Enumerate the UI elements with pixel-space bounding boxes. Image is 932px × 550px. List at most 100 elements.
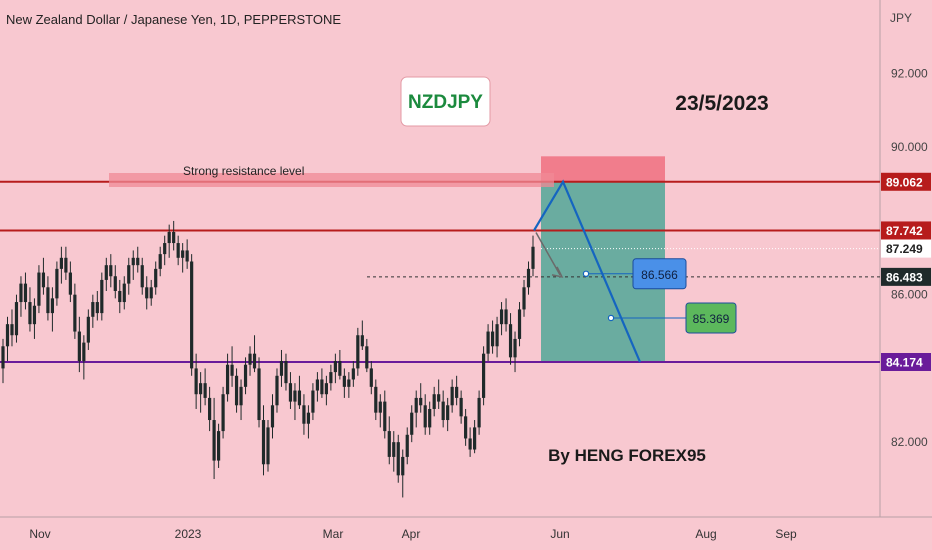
candle (19, 276, 23, 317)
candle-body (212, 420, 216, 461)
target-2-anchor[interactable] (607, 314, 615, 322)
candle-body (432, 394, 436, 409)
candle (221, 386, 225, 439)
candle (513, 331, 517, 373)
candle-body (455, 386, 459, 398)
candle-body (230, 364, 234, 376)
candle-body (167, 231, 171, 244)
candle (243, 357, 248, 395)
candle-body (374, 386, 378, 413)
candle (441, 390, 445, 428)
candle (374, 379, 378, 421)
candle-body (91, 302, 95, 317)
candle-body (131, 257, 135, 266)
candle (37, 265, 41, 314)
y-tick-label: 92.000 (891, 66, 928, 80)
candle-body (401, 456, 405, 476)
candle-body (86, 316, 90, 343)
candle-body (145, 287, 149, 299)
candle-body (338, 361, 342, 376)
candle-body (257, 368, 261, 421)
candle (473, 420, 477, 454)
candle (216, 423, 221, 468)
target-1-anchor[interactable] (582, 270, 590, 278)
candle (32, 298, 37, 339)
candle (329, 364, 333, 391)
candle-body (176, 243, 180, 258)
candle (306, 405, 311, 439)
time-axis[interactable]: Nov 2023 Mar Apr Jun Aug Sep (29, 527, 797, 541)
candle (199, 372, 203, 413)
candle (347, 372, 351, 398)
price-axis[interactable]: 82.000 86.000 90.000 92.000 (891, 66, 928, 449)
current-price-tag-label: 86.483 (886, 270, 923, 284)
candle (369, 361, 373, 395)
candle-body (279, 361, 284, 376)
candle-body (59, 257, 63, 269)
candle (64, 246, 68, 280)
candle (46, 276, 50, 321)
candle (252, 335, 257, 373)
target-2-box[interactable] (685, 302, 737, 334)
candle-body (50, 298, 55, 314)
candle-body (140, 265, 144, 288)
candle (113, 265, 117, 299)
candle (293, 383, 297, 421)
candle (432, 386, 436, 417)
candle (320, 368, 324, 398)
candle-body (360, 335, 364, 347)
candle (405, 427, 409, 465)
candle (490, 320, 495, 354)
x-tick-label: Sep (775, 527, 797, 541)
candle (410, 405, 414, 443)
candle (234, 368, 239, 413)
x-tick-label: 2023 (175, 527, 202, 541)
candle (172, 220, 176, 251)
candle-body (243, 364, 248, 387)
candle (158, 246, 162, 277)
candle (59, 246, 63, 284)
candle-body (77, 331, 81, 362)
candle (136, 246, 140, 273)
candle-body (122, 283, 126, 303)
candle (342, 368, 346, 398)
candle (82, 335, 86, 380)
y-tick-label: 90.000 (891, 140, 928, 154)
chart-title: New Zealand Dollar / Japanese Yen, 1D, P… (6, 12, 341, 27)
candle-body (118, 290, 122, 303)
candle-body (32, 305, 37, 325)
candle (23, 272, 28, 310)
candle (10, 309, 14, 347)
candle-body (203, 383, 207, 398)
candle (423, 394, 427, 435)
candle-body (261, 420, 266, 465)
candle (145, 276, 149, 310)
candle-body (275, 375, 279, 406)
candle-body (64, 257, 68, 273)
target-1-box[interactable] (632, 258, 687, 290)
candle (55, 261, 59, 306)
candle-body (23, 283, 28, 303)
candle-body (221, 394, 225, 432)
candle-body (55, 268, 59, 299)
resistance-band (109, 173, 554, 187)
candle-body (315, 379, 320, 391)
candle-body (199, 383, 203, 395)
candle (481, 346, 486, 406)
candle-body (95, 302, 99, 314)
candle-body (387, 431, 391, 457)
x-tick-label: Jun (550, 527, 569, 541)
candle-series (1, 220, 535, 498)
candle-body (239, 386, 243, 406)
candle-body (194, 368, 198, 395)
candle-body (234, 375, 239, 406)
candle-body (136, 257, 140, 266)
candle-body (172, 231, 176, 244)
candle (41, 257, 46, 295)
candle-body (306, 412, 311, 424)
candle (499, 302, 504, 336)
candle-body (513, 338, 517, 358)
candle-body (248, 353, 252, 365)
position-zones (541, 156, 665, 362)
